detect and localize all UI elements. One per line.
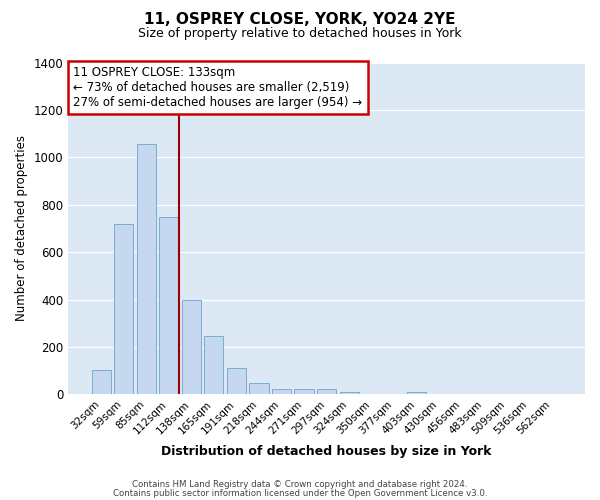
Text: 11, OSPREY CLOSE, YORK, YO24 2YE: 11, OSPREY CLOSE, YORK, YO24 2YE <box>144 12 456 28</box>
Bar <box>250 383 269 394</box>
Bar <box>227 368 246 394</box>
Bar <box>205 336 223 394</box>
Text: Size of property relative to detached houses in York: Size of property relative to detached ho… <box>138 28 462 40</box>
Bar <box>340 392 359 394</box>
Y-axis label: Number of detached properties: Number of detached properties <box>15 136 28 322</box>
Bar <box>272 388 291 394</box>
Bar <box>295 388 314 394</box>
Text: Contains HM Land Registry data © Crown copyright and database right 2024.: Contains HM Land Registry data © Crown c… <box>132 480 468 489</box>
Bar <box>407 392 426 394</box>
Text: Contains public sector information licensed under the Open Government Licence v3: Contains public sector information licen… <box>113 489 487 498</box>
Bar <box>114 224 133 394</box>
Bar <box>159 216 178 394</box>
X-axis label: Distribution of detached houses by size in York: Distribution of detached houses by size … <box>161 444 492 458</box>
Bar <box>317 389 336 394</box>
Bar <box>137 144 156 394</box>
Bar <box>182 300 201 394</box>
Bar <box>92 370 111 394</box>
Text: 11 OSPREY CLOSE: 133sqm
← 73% of detached houses are smaller (2,519)
27% of semi: 11 OSPREY CLOSE: 133sqm ← 73% of detache… <box>73 66 362 109</box>
